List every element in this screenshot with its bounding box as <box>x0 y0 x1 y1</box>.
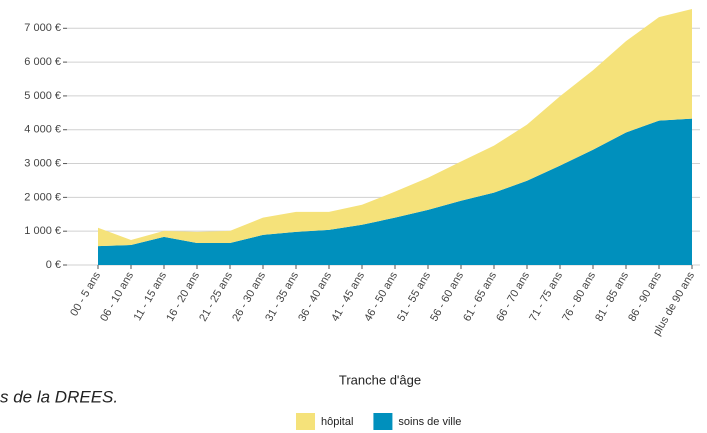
y-tick-label: 1 000 € <box>24 225 61 237</box>
x-tick-label: 16 - 20 ans <box>164 270 202 324</box>
y-tick-label: 2 000 € <box>24 191 61 203</box>
legend-swatch <box>373 413 393 430</box>
x-tick-label: 76 - 80 ans <box>560 270 598 324</box>
x-tick-label: 36 - 40 ans <box>296 270 334 324</box>
source: s de la DREES. <box>0 387 118 406</box>
x-tick-label: 00 - 5 ans <box>68 270 103 319</box>
x-tick-label: 26 - 30 ans <box>230 270 268 324</box>
x-tick-label: 81 - 85 ans <box>593 270 631 324</box>
y-tick-label: 6 000 € <box>24 56 61 68</box>
x-tick-label: 31 - 35 ans <box>263 270 301 324</box>
x-tick-label: 11 - 15 ans <box>132 270 170 323</box>
y-tick-label: 5 000 € <box>24 90 61 102</box>
x-tick-label: 86 - 90 ans <box>626 270 664 324</box>
area <box>98 9 692 247</box>
area <box>98 118 692 265</box>
y-tick-label: 3 000 € <box>24 157 61 169</box>
legend-label: hôpital <box>321 416 353 428</box>
x-tick-label: 71 - 75 ans <box>527 270 565 324</box>
y-tick-label: 4 000 € <box>24 124 61 136</box>
x-tick-label: 46 - 50 ans <box>362 270 400 324</box>
y-tick-label: 0 € <box>46 259 61 271</box>
legend-swatch <box>296 413 315 430</box>
x-tick-label: 51 - 55 ans <box>395 270 433 324</box>
x-tick-label: 41 - 45 ans <box>329 270 367 324</box>
x-tick-label: 66 - 70 ans <box>494 270 532 324</box>
x-tick-label: 21 - 25 ans <box>197 270 235 324</box>
x-tick-label: 06 - 10 ans <box>98 270 136 324</box>
legend-label: soins de ville <box>398 416 461 428</box>
x-axis-title: Tranche d'âge <box>339 372 421 387</box>
x-tick-label: 56 - 60 ans <box>428 270 466 324</box>
x-tick-label: 61 - 65 ans <box>461 270 499 324</box>
y-tick-label: 7 000 € <box>24 22 61 34</box>
